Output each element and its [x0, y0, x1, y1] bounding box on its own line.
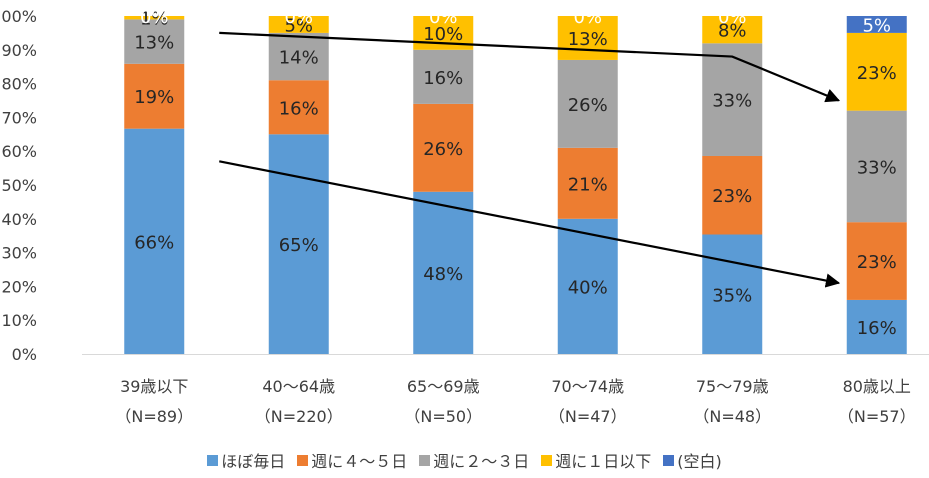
data-label: 0% — [284, 7, 313, 28]
data-label: 10% — [423, 24, 463, 45]
x-category-label: 39歳以下 — [120, 377, 188, 396]
x-category-label: 65～69歳 — [407, 377, 480, 396]
bar-segment — [702, 155, 763, 235]
legend-item: (空白) — [663, 448, 722, 472]
bar-segment — [846, 299, 907, 354]
data-label: 48% — [423, 264, 463, 285]
bar-segment — [413, 49, 474, 104]
x-category-n-label: （N=47） — [549, 407, 627, 426]
legend-label: 週に４～５日 — [311, 452, 408, 471]
legend-item: 週に１日以下 — [541, 448, 651, 472]
data-label: 0% — [718, 7, 747, 28]
y-tick-label: 70% — [1, 108, 37, 127]
y-tick-label: 10% — [1, 311, 37, 330]
bar-segment — [702, 16, 763, 44]
y-tick-label: 60% — [1, 142, 37, 161]
y-tick-label: 90% — [1, 41, 37, 60]
data-label: 26% — [423, 139, 463, 160]
y-tick-label: 40% — [1, 210, 37, 229]
y-tick-label: 80% — [1, 75, 37, 94]
x-category-n-label: （N=220） — [255, 407, 343, 426]
bar-segment — [124, 63, 185, 129]
bar-segment — [702, 234, 763, 354]
legend-item: ほぼ毎日 — [207, 448, 285, 472]
data-label: 14% — [279, 48, 319, 69]
data-label: 26% — [568, 95, 608, 116]
bar-segment — [846, 32, 907, 111]
legend-swatch — [419, 454, 431, 466]
trend-arrow — [219, 160, 841, 288]
data-label: 5% — [862, 15, 891, 36]
data-label: 35% — [712, 285, 752, 306]
data-label: 13% — [134, 33, 174, 54]
bar-segment — [413, 103, 474, 192]
data-label: 8% — [718, 21, 747, 42]
legend-swatch — [541, 454, 553, 466]
bar-segment — [846, 16, 907, 33]
data-label: 0% — [140, 7, 169, 28]
legend-label: 週に１日以下 — [555, 452, 652, 471]
bar-segment — [846, 110, 907, 223]
data-label: 23% — [712, 186, 752, 207]
x-category-n-label: （N=48） — [693, 407, 771, 426]
data-label: 33% — [857, 157, 897, 178]
x-category-n-label: （N=50） — [404, 407, 482, 426]
bar-segment — [268, 32, 329, 81]
legend-swatch — [297, 454, 309, 466]
x-category-label: 40～64歳 — [262, 377, 335, 396]
bar-segment — [268, 134, 329, 354]
legend-item: 週に４～５日 — [297, 448, 407, 472]
legend-label: ほぼ毎日 — [221, 452, 286, 471]
bar-segment — [702, 43, 763, 156]
y-tick-label: 0% — [12, 345, 37, 364]
x-category-label: 75～79歳 — [696, 377, 769, 396]
y-tick-label: 20% — [1, 277, 37, 296]
data-label: 19% — [134, 87, 174, 108]
x-category-label: 80歳以上 — [843, 377, 911, 396]
bar-segment — [124, 16, 185, 20]
bar-segment — [557, 147, 618, 219]
data-label: 16% — [279, 98, 319, 119]
data-label: 40% — [568, 277, 608, 298]
data-label: 5% — [284, 15, 313, 36]
data-label: 0% — [429, 7, 458, 28]
legend-swatch — [663, 454, 675, 466]
bar-segment — [268, 16, 329, 33]
legend-item: 週に２～３日 — [419, 448, 529, 472]
data-label: 21% — [568, 174, 608, 195]
chart-legend: ほぼ毎日 週に４～５日 週に２～３日 週に１日以下 (空白) — [0, 449, 929, 471]
bar-segment — [557, 218, 618, 354]
data-label: 0% — [573, 7, 602, 28]
data-label: 33% — [712, 91, 752, 112]
legend-swatch — [207, 454, 219, 466]
bar-segment — [124, 19, 185, 64]
bar-segment — [413, 191, 474, 354]
x-category-n-label: （N=89） — [115, 407, 193, 426]
data-label: 66% — [134, 232, 174, 253]
y-tick-label: 30% — [1, 244, 37, 263]
bar-segment — [124, 128, 185, 354]
y-tick-label: 50% — [1, 176, 37, 195]
bar-segment — [557, 16, 618, 60]
data-label: 23% — [857, 252, 897, 273]
trend-arrow — [219, 31, 841, 103]
x-category-n-label: （N=57） — [838, 407, 916, 426]
y-tick-label: 100% — [0, 7, 37, 26]
data-label: 16% — [423, 68, 463, 89]
bar-segment — [557, 59, 618, 148]
data-label: 16% — [857, 318, 897, 339]
x-category-label: 70～74歳 — [551, 377, 624, 396]
data-label: 23% — [857, 63, 897, 84]
data-label: 65% — [279, 235, 319, 256]
data-label: 1% — [140, 9, 169, 30]
data-label: 13% — [568, 29, 608, 50]
legend-label: (空白) — [677, 452, 722, 471]
bar-segment — [846, 222, 907, 300]
bar-segment — [268, 80, 329, 135]
legend-label: 週に２～３日 — [433, 452, 530, 471]
